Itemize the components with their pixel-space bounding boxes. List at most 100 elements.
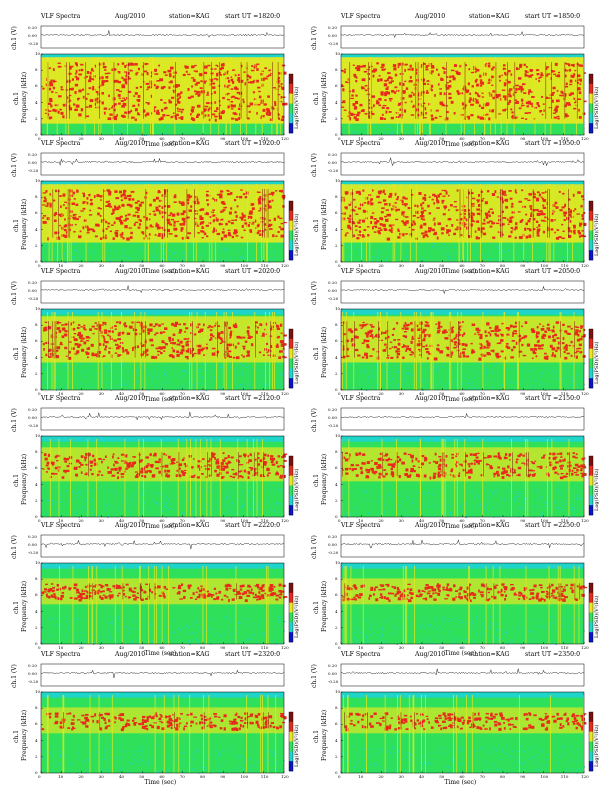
freq-tick-label: 4	[335, 481, 338, 487]
freq-axis-label-ch: ch.1	[313, 730, 320, 743]
x-tick-label: 80	[500, 773, 506, 779]
freq-tick-label: 2	[335, 370, 338, 376]
panel-title-station: station=KAG	[169, 268, 210, 275]
freq-axis-label: Frequency (kHz)	[321, 453, 328, 505]
panel-title-station: station=KAG	[169, 395, 210, 402]
spectrogram-panel: 0 10 20 30 40 50 60 70 80 90 100 110 120 0 2 4 6 8 10 0.20 0…	[308, 517, 600, 656]
colorbar-segment	[589, 378, 593, 389]
freq-tick-label: 6	[35, 83, 38, 89]
x-tick-label: 0	[38, 135, 41, 141]
trace-axis-label: ch.1 (V)	[311, 153, 318, 177]
panel-title-left: VLF Spectra	[341, 268, 381, 275]
freq-tick-label: 6	[335, 210, 338, 216]
freq-tick-label: 0	[335, 514, 338, 519]
waveform-trace	[340, 157, 585, 167]
x-axis-label: Time (sec)	[444, 396, 477, 403]
x-tick-label: 60	[459, 390, 465, 396]
freq-tick-label: 8	[35, 705, 38, 711]
x-tick-label: 30	[98, 644, 104, 650]
colorbar-segment	[589, 612, 593, 623]
colorbar-segment	[589, 123, 593, 134]
spectrogram-svg	[40, 407, 294, 518]
colorbar-segment	[589, 113, 593, 124]
colorbar-segment	[289, 731, 293, 742]
freq-tick-label: 10	[35, 306, 41, 311]
colorbar-label: Log(PSD)(V²/Hz)	[294, 213, 300, 256]
x-tick-label: 110	[260, 262, 269, 268]
x-tick-label: 110	[260, 517, 269, 523]
x-tick-label: 70	[479, 773, 485, 779]
trace-tick-label: -0.20	[328, 679, 339, 684]
spectrogram-panel: 0 10 20 30 40 50 60 70 80 90 100 110 120 0 2 4 6 8 10 0.20 0…	[8, 263, 300, 402]
x-tick-label: 120	[581, 517, 589, 523]
x-tick-label: 100	[540, 262, 549, 268]
colorbar-segment	[289, 93, 293, 104]
spectrogram-image	[341, 54, 587, 136]
trace-tick-label: 0.20	[28, 280, 37, 285]
trace-tick-label: 0.20	[328, 152, 337, 157]
trace-axis-label: ch.1 (V)	[311, 408, 318, 432]
colorbar-segment	[589, 329, 593, 340]
freq-tick-label: 0	[35, 132, 38, 137]
panel-title-left: VLF Spectra	[41, 13, 81, 20]
panel-title-date: Aug/2010	[115, 140, 146, 147]
x-tick-label: 40	[119, 135, 125, 141]
freq-tick-label: 10	[35, 51, 41, 56]
freq-axis-label: Frequency (kHz)	[321, 326, 328, 378]
trace-tick-label: -0.20	[328, 168, 339, 173]
panel-title-date: Aug/2010	[115, 13, 146, 20]
x-tick-label: 110	[260, 390, 269, 396]
x-tick-label: 100	[240, 135, 249, 141]
colorbar-segment	[289, 329, 293, 340]
colorbar-segment	[589, 721, 593, 732]
trace-frame	[340, 280, 585, 304]
x-tick-label: 90	[520, 517, 526, 523]
x-tick-label: 80	[500, 644, 506, 650]
x-tick-label: 30	[98, 773, 104, 779]
panel-title-start: start UT =2020:0	[225, 268, 281, 275]
x-tick-label: 30	[398, 390, 404, 396]
freq-tick-label: 0	[335, 641, 338, 646]
freq-tick-label: 6	[335, 83, 338, 89]
colorbar-segment	[289, 592, 293, 603]
x-tick-label: 20	[378, 135, 384, 141]
waveform-trace	[41, 285, 285, 294]
x-tick-label: 80	[200, 644, 206, 650]
colorbar-segment	[289, 602, 293, 613]
x-tick-label: 60	[159, 135, 165, 141]
trace-tick-label: 0.20	[328, 280, 337, 285]
x-tick-label: 0	[38, 262, 41, 268]
x-tick-label: 10	[358, 644, 364, 650]
trace-axis-label: ch.1 (V)	[11, 26, 18, 50]
spectrogram-svg	[40, 25, 294, 136]
colorbar-frame	[588, 582, 594, 643]
panel-title-station: station=KAG	[469, 522, 510, 529]
freq-axis-label: Frequency (kHz)	[21, 709, 28, 761]
panel-title-date: Aug/2010	[415, 651, 446, 658]
x-tick-label: 20	[78, 517, 84, 523]
spectrogram-image	[41, 54, 288, 136]
colorbar-frame	[588, 455, 594, 516]
colorbar-label: Log(PSD)(V²/Hz)	[594, 468, 600, 511]
x-tick-label: 20	[378, 644, 384, 650]
panel-title-date: Aug/2010	[115, 395, 146, 402]
spectrogram-panel: 0 10 20 30 40 50 60 70 80 90 100 110 120 0 2 4 6 8 10 0.20 0…	[308, 390, 600, 529]
freq-axis-label: Frequency (kHz)	[321, 71, 328, 123]
freq-axis-label-ch: ch.1	[13, 347, 20, 360]
trace-axis-label: ch.1 (V)	[311, 664, 318, 688]
x-tick-label: 70	[479, 135, 485, 141]
spectrogram-svg	[40, 534, 294, 645]
freq-tick-label: 8	[35, 67, 38, 73]
trace-frame	[40, 407, 285, 431]
x-tick-label: 50	[139, 517, 145, 523]
panel-title-station: station=KAG	[469, 13, 510, 20]
x-tick-label: 100	[240, 517, 249, 523]
x-tick-label: 110	[560, 644, 569, 650]
trace-tick-label: 0.20	[28, 25, 37, 30]
trace-tick-label: 0.00	[328, 33, 337, 38]
trace-axis-label: ch.1 (V)	[11, 281, 18, 305]
trace-frame	[340, 407, 585, 431]
x-tick-label: 90	[220, 135, 226, 141]
x-tick-label: 40	[119, 390, 125, 396]
trace-frame	[340, 152, 585, 176]
